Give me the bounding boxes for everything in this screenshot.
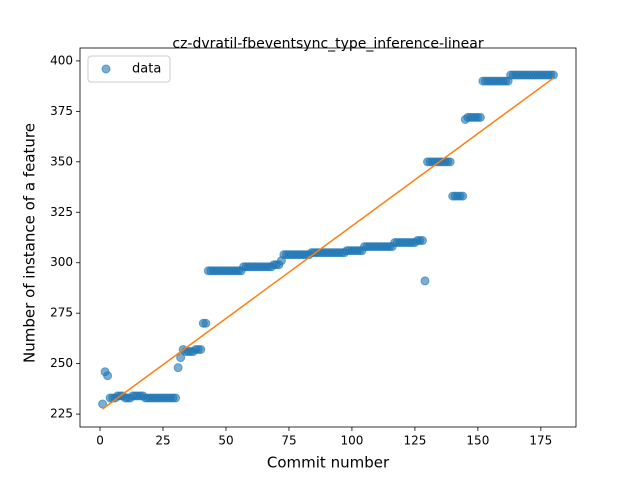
data-point xyxy=(445,157,455,167)
data-point xyxy=(548,70,558,80)
x-tick-label: 100 xyxy=(340,434,363,448)
data-point xyxy=(98,399,108,409)
y-tick-label: 325 xyxy=(50,205,73,219)
legend-marker xyxy=(101,64,111,74)
y-tick-label: 375 xyxy=(50,104,73,118)
y-tick-label: 250 xyxy=(50,356,73,370)
y-tick-label: 275 xyxy=(50,306,73,320)
fit-line xyxy=(102,77,554,410)
data-point xyxy=(171,393,181,403)
y-tick-label: 350 xyxy=(50,154,73,168)
data-point xyxy=(196,345,206,355)
data-point xyxy=(420,276,430,286)
x-tick-label: 75 xyxy=(281,434,296,448)
x-axis-label: Commit number xyxy=(267,454,390,472)
y-tick-label: 400 xyxy=(50,53,73,67)
y-tick-label: 225 xyxy=(50,407,73,421)
legend-box xyxy=(87,55,171,83)
data-point xyxy=(458,191,468,201)
x-tick-label: 125 xyxy=(403,434,426,448)
data-point xyxy=(103,371,113,381)
plot-frame xyxy=(79,47,577,428)
x-tick-label: 25 xyxy=(155,434,170,448)
data-point xyxy=(475,112,485,122)
x-tick-label: 175 xyxy=(529,434,552,448)
x-tick-label: 50 xyxy=(218,434,233,448)
x-tick-label: 0 xyxy=(96,434,104,448)
data-point xyxy=(417,236,427,246)
data-point xyxy=(176,353,186,363)
chart-title: cz-dvratil-fbeventsync_type_inference-li… xyxy=(172,36,483,52)
y-axis-label: Number of instance of a feature xyxy=(21,123,39,363)
y-tick-label: 300 xyxy=(50,255,73,269)
legend-label: data xyxy=(132,62,161,77)
x-tick-label: 150 xyxy=(466,434,489,448)
data-point xyxy=(173,363,183,373)
data-point xyxy=(201,318,211,328)
